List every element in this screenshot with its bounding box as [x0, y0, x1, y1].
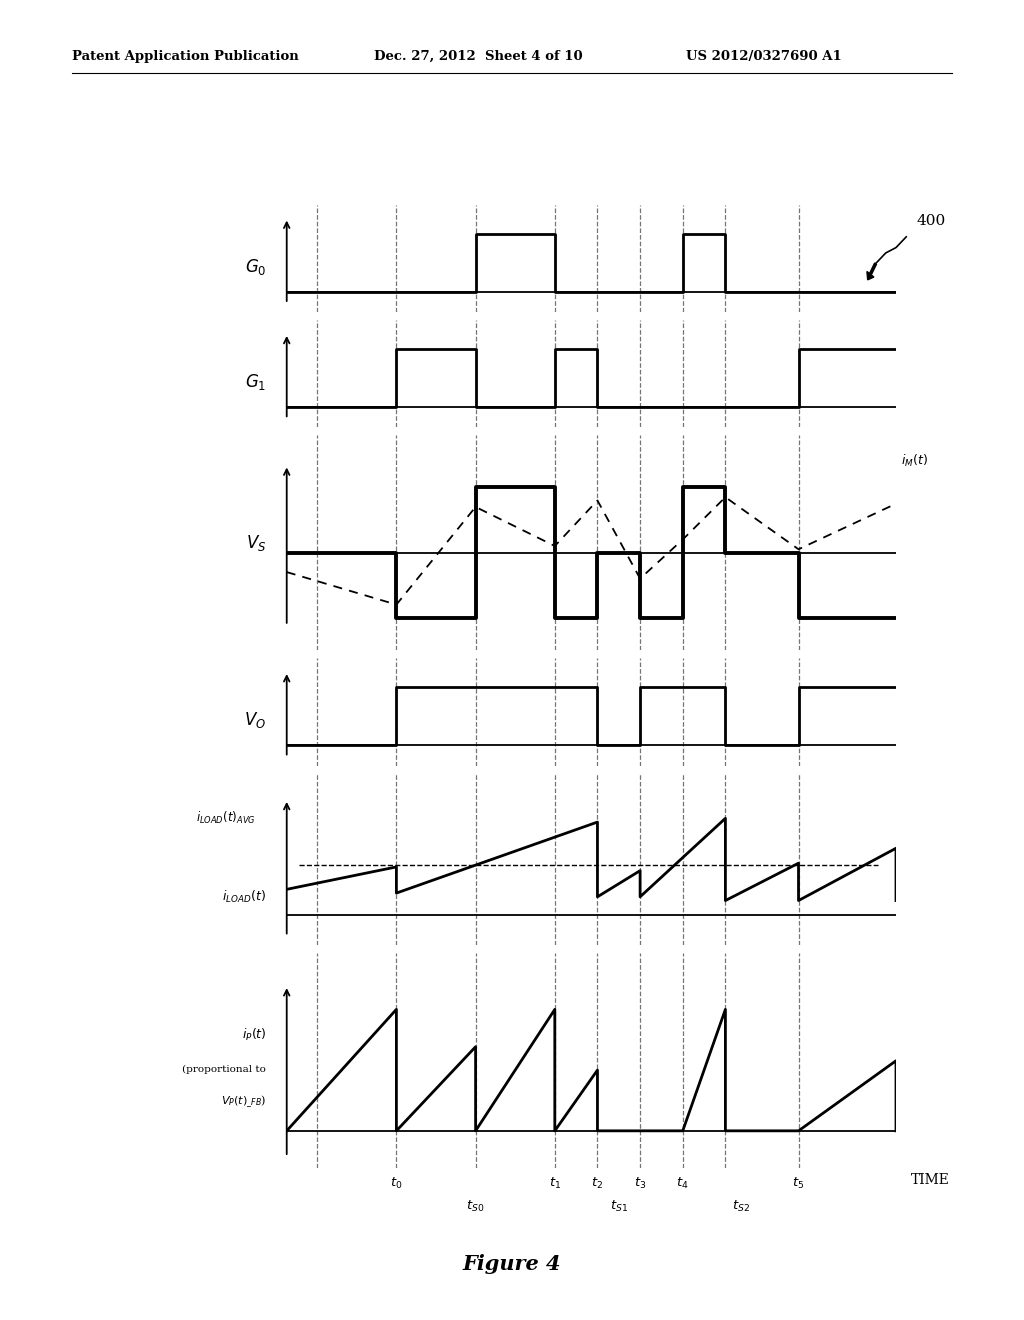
Text: $i_{LOAD}(t)$: $i_{LOAD}(t)$: [222, 890, 266, 906]
Text: $i_M(t)$: $i_M(t)$: [901, 453, 928, 469]
Text: $t_4$: $t_4$: [677, 1176, 689, 1191]
Text: $t_1$: $t_1$: [549, 1176, 561, 1191]
Text: Patent Application Publication: Patent Application Publication: [72, 50, 298, 63]
Text: $V_S$: $V_S$: [246, 533, 266, 553]
Text: $t_0$: $t_0$: [390, 1176, 402, 1191]
Text: $V_P(t)_{\_FB}$): $V_P(t)_{\_FB}$): [221, 1093, 266, 1110]
Text: $t_{S2}$: $t_{S2}$: [731, 1199, 750, 1213]
Text: $t_2$: $t_2$: [592, 1176, 603, 1191]
Text: $i_{LOAD}(t)_{AVG}$: $i_{LOAD}(t)_{AVG}$: [197, 810, 256, 826]
Text: 400: 400: [916, 214, 946, 228]
Text: US 2012/0327690 A1: US 2012/0327690 A1: [686, 50, 842, 63]
Text: Figure 4: Figure 4: [463, 1254, 561, 1274]
Text: $i_P(t)$: $i_P(t)$: [242, 1027, 266, 1043]
Text: $G_0$: $G_0$: [245, 257, 266, 277]
Text: $V_O$: $V_O$: [244, 710, 266, 730]
Text: $G_1$: $G_1$: [245, 372, 266, 392]
Text: $t_{S1}$: $t_{S1}$: [609, 1199, 628, 1213]
Text: (proportional to: (proportional to: [182, 1065, 266, 1074]
Text: TIME: TIME: [911, 1173, 950, 1188]
Text: $t_5$: $t_5$: [793, 1176, 805, 1191]
Text: $t_3$: $t_3$: [634, 1176, 646, 1191]
Text: Dec. 27, 2012  Sheet 4 of 10: Dec. 27, 2012 Sheet 4 of 10: [374, 50, 583, 63]
Text: $t_{S0}$: $t_{S0}$: [466, 1199, 484, 1213]
